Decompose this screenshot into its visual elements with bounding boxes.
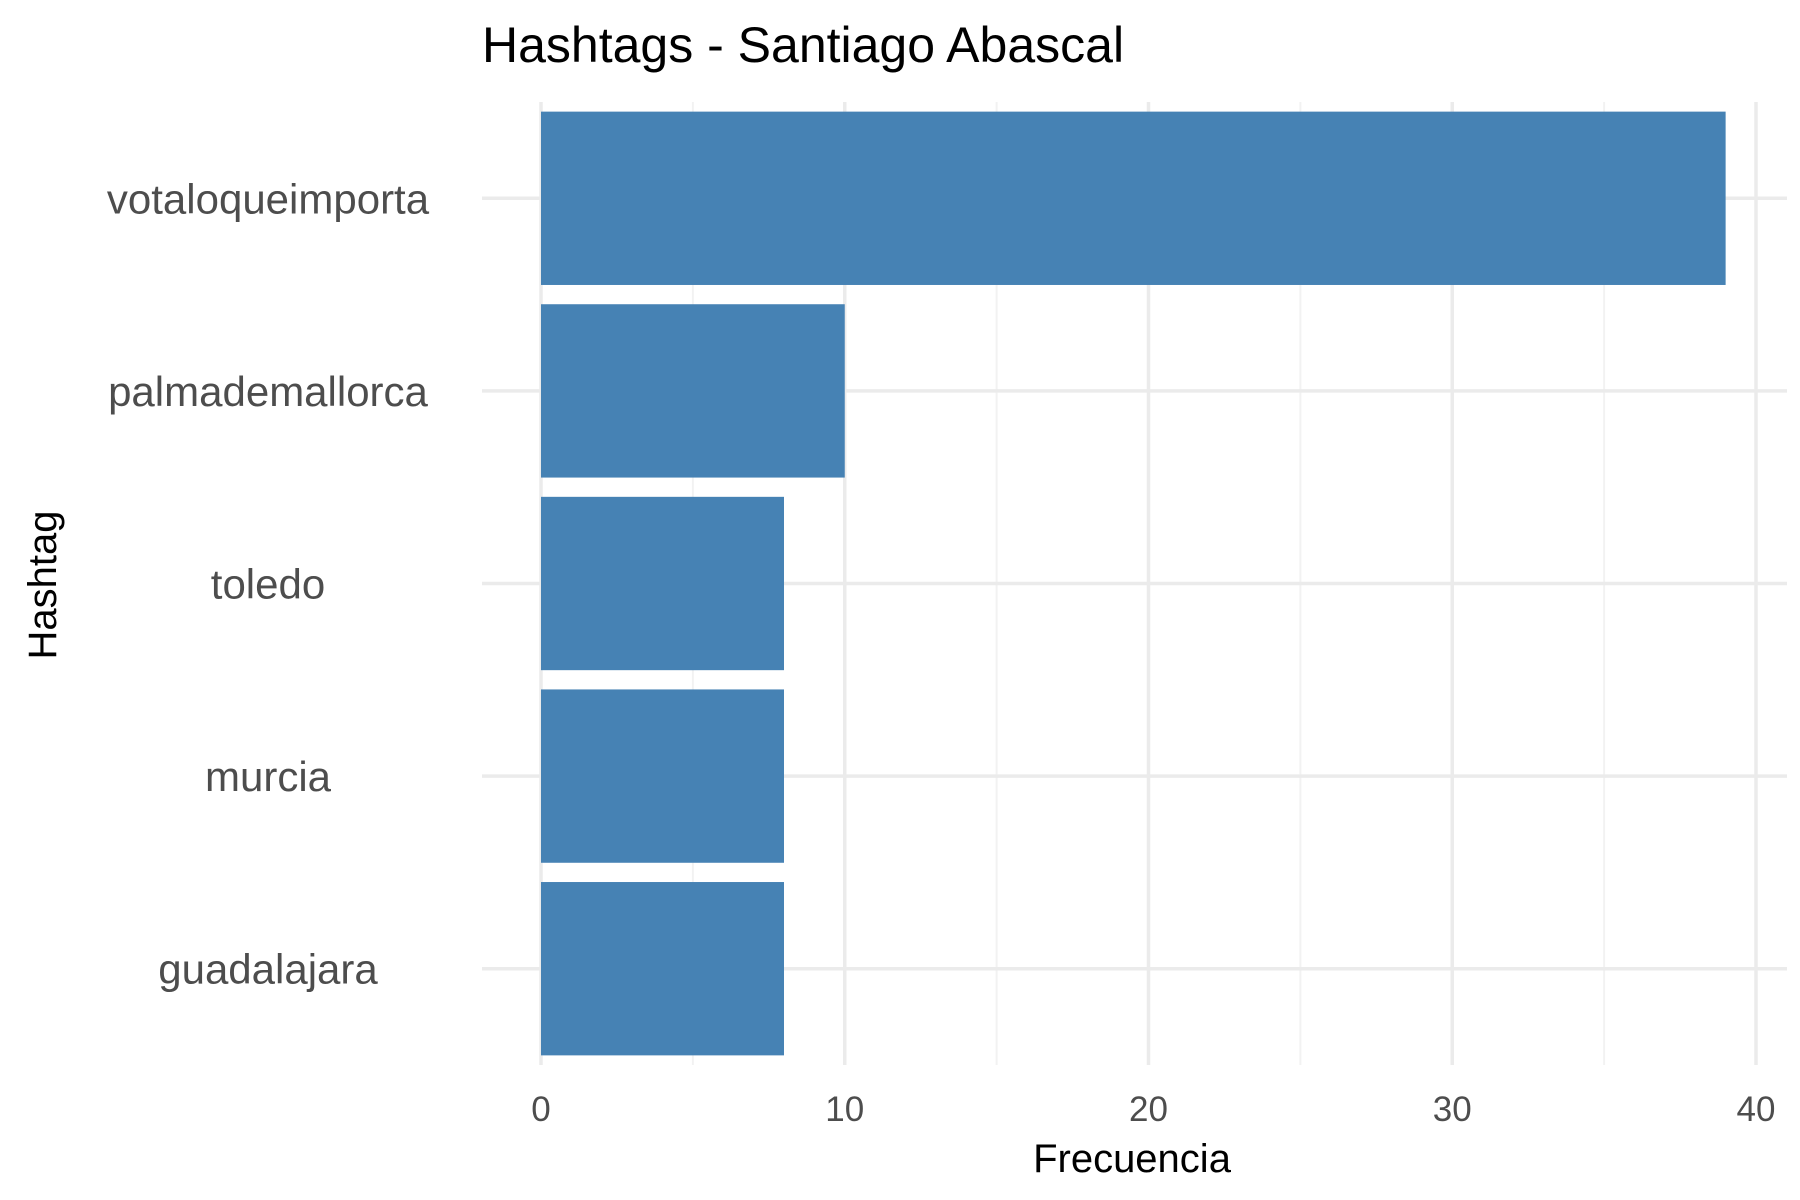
bar-layer (541, 111, 1726, 1056)
bar-votaloqueimporta (541, 111, 1726, 285)
bar-murcia (541, 689, 784, 863)
category-label: murcia (205, 753, 332, 800)
chart-title: Hashtags - Santiago Abascal (482, 17, 1124, 73)
category-label: palmademallorca (108, 368, 428, 415)
y-axis-title: Hashtag (21, 511, 65, 660)
x-tick-label: 0 (531, 1090, 550, 1129)
x-tick-label: 20 (1129, 1090, 1168, 1129)
x-tick-label: 30 (1433, 1090, 1472, 1129)
x-axis-title: Frecuencia (1033, 1137, 1232, 1181)
bar-guadalajara (541, 882, 784, 1056)
bar-toledo (541, 496, 784, 671)
category-label: guadalajara (158, 946, 378, 993)
bar-palmademallorca (541, 304, 845, 478)
x-tick-label: 10 (825, 1090, 864, 1129)
category-label: votaloqueimporta (107, 175, 430, 222)
x-tick-label: 40 (1737, 1090, 1776, 1129)
category-label: toledo (211, 561, 325, 608)
label-layer: votaloqueimporta palmademallorca toledo mur… (107, 175, 1776, 1129)
